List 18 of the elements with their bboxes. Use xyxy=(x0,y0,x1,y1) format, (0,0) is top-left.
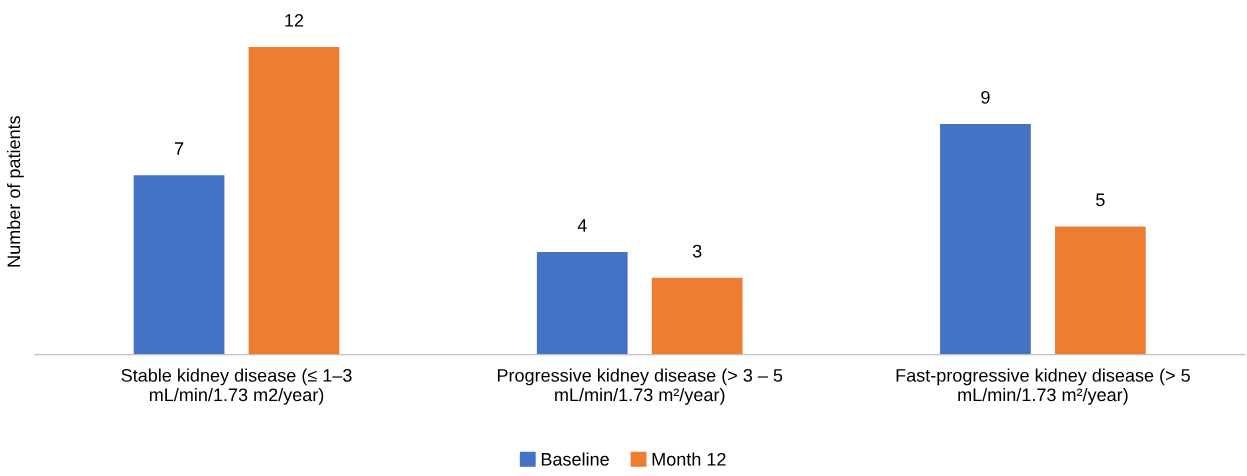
x-tick-label: Fast-progressive kidney disease (> 5 mL/min/1.73 m²/year) xyxy=(896,368,1190,405)
bar xyxy=(133,175,225,355)
bar xyxy=(651,277,743,355)
data-label: 3 xyxy=(692,244,702,258)
data-label: 7 xyxy=(174,142,184,155)
data-label: 12 xyxy=(285,14,304,27)
y-axis-title: Number of patients xyxy=(6,115,24,267)
data-label: 9 xyxy=(981,90,990,104)
data-label: 4 xyxy=(577,219,587,232)
bar xyxy=(940,123,1031,355)
x-tick-label: Progressive kidney disease (> 3 – 5 mL/min/1.73 m²/year) xyxy=(497,368,783,405)
bar xyxy=(1055,226,1146,355)
legend-label: Month 12 xyxy=(652,452,726,466)
bar xyxy=(248,47,340,355)
x-tick-label: Stable kidney disease (≤ 1–3 mL/min/1.73 m2/year) xyxy=(121,368,352,405)
bar xyxy=(536,252,628,355)
data-label: 5 xyxy=(1096,193,1105,207)
legend-label: Baseline xyxy=(541,452,609,466)
